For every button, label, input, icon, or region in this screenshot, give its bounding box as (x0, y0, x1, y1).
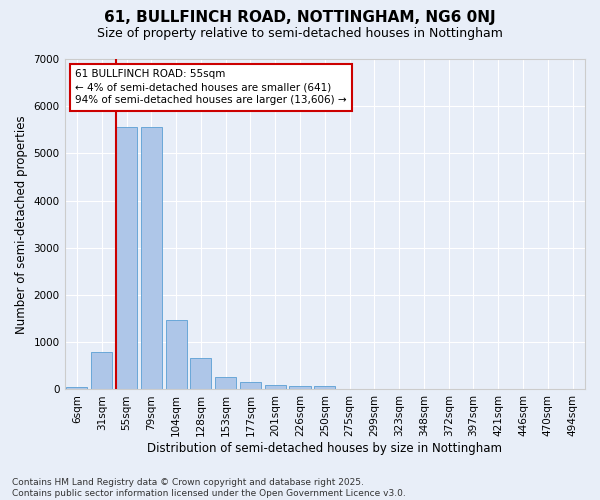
Bar (240, 382, 261, 390)
Bar (91, 352, 112, 390)
Bar (289, 386, 311, 390)
Bar (67, 387, 88, 390)
Bar (141, 128, 162, 390)
Bar (190, 358, 211, 390)
Text: Size of property relative to semi-detached houses in Nottingham: Size of property relative to semi-detach… (97, 28, 503, 40)
Bar (166, 320, 187, 390)
Bar (314, 386, 335, 390)
Text: 61 BULLFINCH ROAD: 55sqm
← 4% of semi-detached houses are smaller (641)
94% of s: 61 BULLFINCH ROAD: 55sqm ← 4% of semi-de… (75, 69, 347, 106)
Text: Contains HM Land Registry data © Crown copyright and database right 2025.
Contai: Contains HM Land Registry data © Crown c… (12, 478, 406, 498)
Text: 61, BULLFINCH ROAD, NOTTINGHAM, NG6 0NJ: 61, BULLFINCH ROAD, NOTTINGHAM, NG6 0NJ (104, 10, 496, 25)
Y-axis label: Number of semi-detached properties: Number of semi-detached properties (15, 115, 28, 334)
Bar (215, 376, 236, 390)
Bar (265, 384, 286, 390)
X-axis label: Distribution of semi-detached houses by size in Nottingham: Distribution of semi-detached houses by … (147, 442, 502, 455)
Bar (116, 128, 137, 390)
